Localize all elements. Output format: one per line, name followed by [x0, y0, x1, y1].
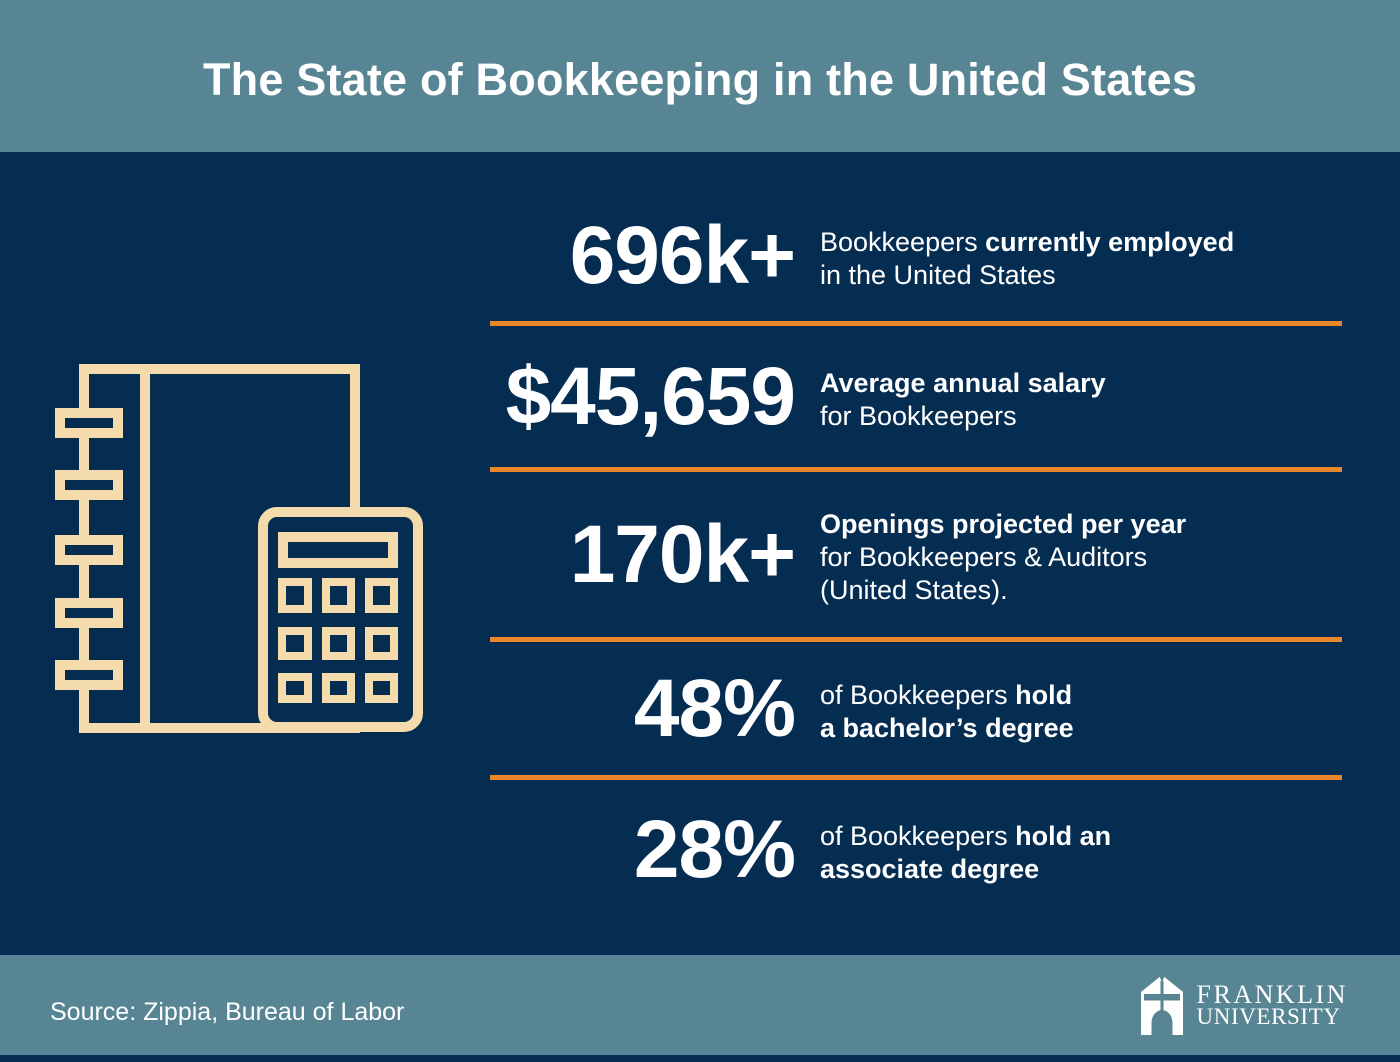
- page-title: The State of Bookkeeping in the United S…: [202, 54, 1198, 105]
- stat-row-salary: $45,659 Average annual salary for Bookke…: [490, 326, 1342, 467]
- stat-description: of Bookkeepers hold a bachelor’s degree: [820, 679, 1074, 743]
- stat-description: Average annual salary for Bookkeepers: [820, 367, 1106, 431]
- stat-value: 28%: [633, 804, 796, 895]
- franklin-emblem-icon: [1140, 973, 1183, 1035]
- stat-value: 170k+: [569, 508, 796, 600]
- logo-line-franklin: FRANKLIN: [1196, 979, 1348, 1009]
- divider-line: [490, 775, 1342, 780]
- stat-row-employed: 696k+ Bookkeepers currently employed in …: [490, 190, 1342, 321]
- franklin-university-logo: FRANKLIN UNIVERSITY: [1137, 955, 1348, 1055]
- body-band: 696k+ Bookkeepers currently employed in …: [0, 152, 1400, 955]
- stat-row-openings: 170k+ Openings projected per year for Bo…: [490, 472, 1342, 637]
- source-text: Source: Zippia, Bureau of Labor: [50, 997, 405, 1026]
- stats-list: 696k+ Bookkeepers currently employed in …: [490, 190, 1342, 920]
- stat-value: 696k+: [569, 209, 796, 301]
- divider-line: [490, 637, 1342, 642]
- stat-value: $45,659: [505, 350, 796, 442]
- ledger-and-calculator-icon: [55, 364, 423, 733]
- stat-row-associate: 28% of Bookkeepers hold an associate deg…: [490, 780, 1342, 920]
- stat-value: 48%: [633, 662, 796, 754]
- stat-description: Openings projected per year for Bookkeep…: [820, 509, 1187, 605]
- footer-band: Source: Zippia, Bureau of Labor FRANKLIN…: [0, 955, 1400, 1055]
- divider-line: [490, 321, 1342, 326]
- divider-line: [490, 467, 1342, 472]
- logo-wordmark: FRANKLIN UNIVERSITY: [1196, 979, 1348, 1029]
- stat-row-bachelors: 48% of Bookkeepers hold a bachelor’s deg…: [490, 642, 1342, 775]
- logo-line-university: UNIVERSITY: [1196, 1003, 1341, 1029]
- bottom-border-strip: [0, 1055, 1400, 1062]
- stat-description: of Bookkeepers hold an associate degree: [820, 821, 1112, 884]
- stat-description: Bookkeepers currently employed in the Un…: [820, 226, 1235, 290]
- header-band: The State of Bookkeeping in the United S…: [0, 0, 1400, 152]
